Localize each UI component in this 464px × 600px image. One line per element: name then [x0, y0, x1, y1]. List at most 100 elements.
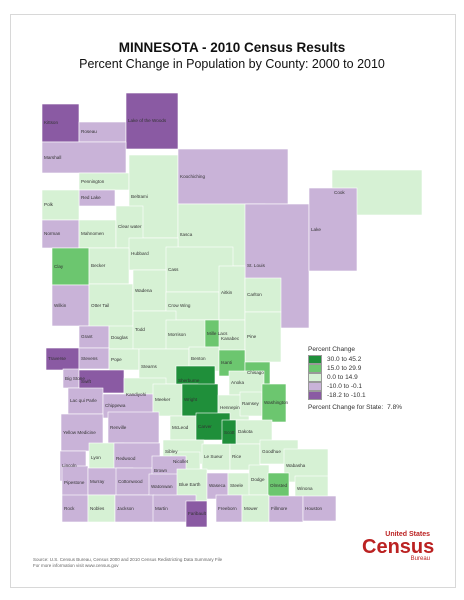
logo-bureau-text: Bureau	[410, 556, 430, 562]
county-label: Anoka	[231, 380, 245, 385]
legend-item: -18.2 to -10.1	[308, 391, 402, 400]
county-label: Douglas	[111, 334, 128, 340]
county-label: Hubbard	[131, 251, 149, 256]
county-label: Nicollet	[173, 459, 189, 464]
county-label: Watonwan	[151, 484, 173, 489]
county-label: Wright	[184, 397, 198, 402]
county-label: Cottonwood	[118, 478, 143, 484]
county-label: Becker	[91, 263, 106, 268]
county-label: Lincoln	[62, 463, 77, 468]
county-label: Mower	[244, 505, 258, 511]
county-label: Polk	[44, 202, 53, 207]
county-label: Pipestone	[64, 480, 85, 485]
legend-swatch	[308, 373, 322, 382]
county-label: Nobles	[90, 505, 105, 511]
county-label: Ramsey	[242, 401, 259, 406]
county-houston	[302, 495, 337, 522]
county-label: Fillmore	[271, 506, 288, 511]
county-label: Kittson	[44, 120, 59, 125]
county-label: Blue Earth	[179, 482, 201, 487]
county-label: Benton	[191, 356, 206, 361]
county-label: Traverse	[48, 356, 66, 361]
county-label: Stearns	[141, 363, 157, 369]
county-label: Kanabec	[221, 335, 240, 341]
county-label: Lyon	[91, 455, 101, 460]
county-label: Norman	[44, 231, 61, 236]
county-label: Clear water	[118, 224, 142, 229]
county-label: Pennington	[81, 178, 105, 184]
legend-title: Percent Change	[308, 346, 355, 353]
county-label: Dakota	[238, 429, 253, 434]
state-change: Percent Change for State: 7.8%	[308, 404, 402, 411]
county-label: Morrison	[168, 331, 186, 337]
legend-swatch	[308, 391, 322, 400]
county-renville	[107, 411, 160, 444]
county-label: Martin	[155, 505, 168, 511]
county-label: McLeod	[172, 425, 189, 430]
county-label: Otter Tail	[91, 302, 110, 308]
county-pine	[244, 311, 282, 363]
county-label: Scott	[224, 429, 235, 435]
county-label: Mille Lacs	[207, 330, 228, 336]
county-label: Meeker	[155, 397, 171, 402]
county-mahnomen	[78, 219, 117, 249]
county-label: Renville	[110, 424, 127, 430]
county-label: Rice	[232, 454, 242, 459]
county-label: Mahnomen	[81, 231, 104, 236]
county-label: Todd	[135, 327, 145, 332]
logo-census-text: Census	[362, 536, 435, 558]
county-label: Sherburne	[178, 378, 200, 383]
county-otter-tail	[88, 283, 134, 328]
legend: Percent Change 30.0 to 45.2 15.0 to 29.9 0…	[308, 346, 402, 411]
state-change-value: 7.8%	[387, 404, 402, 411]
county-marshall	[41, 141, 127, 174]
county-label: Murray	[90, 478, 105, 484]
county-label: Big Stone	[65, 375, 85, 381]
county-lac-qui-parle	[67, 387, 104, 415]
county-label: Beltrami	[131, 193, 148, 199]
county-carlton	[244, 277, 282, 313]
county-label: Clay	[54, 263, 64, 269]
county-label: Rock	[64, 505, 75, 511]
county-label: Crow Wing	[168, 303, 191, 308]
county-rock	[61, 494, 89, 523]
county-lake	[308, 187, 358, 272]
county-label: Wadena	[135, 287, 152, 293]
county-label: Lake	[311, 226, 321, 232]
county-pipestone	[61, 465, 89, 501]
county-label: Washington	[264, 400, 289, 405]
source-line-2: For more information visit www.census.go…	[33, 563, 119, 568]
county-lake-of-the-woods	[125, 92, 179, 150]
legend-label: 15.0 to 29.9	[327, 365, 362, 372]
legend-label: -10.0 to -0.1	[327, 383, 363, 390]
county-anoka	[228, 370, 265, 396]
county-label: Aitkin	[221, 290, 233, 295]
source-line-1: Source: U.S. Census Bureau, Census 2000 …	[33, 557, 223, 562]
county-koochiching	[177, 148, 289, 205]
county-freeborn	[215, 494, 243, 523]
county-label: Houston	[305, 505, 323, 511]
legend-label: 30.0 to 45.2	[327, 356, 362, 363]
legend-swatch	[308, 355, 322, 364]
county-wilkin	[51, 284, 90, 327]
county-polk	[41, 189, 80, 221]
legend-label: -18.2 to -10.1	[327, 392, 366, 399]
county-faribault	[185, 500, 208, 528]
legend-item: 30.0 to 45.2	[308, 355, 402, 364]
county-clay	[51, 247, 90, 286]
county-label: Swift	[81, 378, 91, 384]
county-label: Brown	[154, 468, 168, 473]
county-label: Yellow Medicine	[63, 429, 96, 435]
county-label: Freeborn	[218, 505, 237, 511]
map-title: MINNESOTA - 2010 Census Results	[118, 40, 346, 55]
legend-swatch	[308, 364, 322, 373]
county-nobles	[87, 494, 116, 523]
county-label: Faribault	[188, 511, 206, 516]
county-label: St. Louis	[247, 263, 265, 268]
county-label: Pope	[111, 356, 122, 362]
county-label: Lac qui Parle	[70, 398, 97, 403]
county-label: Carver	[198, 423, 212, 429]
county-label: Stevens	[81, 355, 98, 361]
county-label: Kandiyohi	[126, 392, 147, 397]
